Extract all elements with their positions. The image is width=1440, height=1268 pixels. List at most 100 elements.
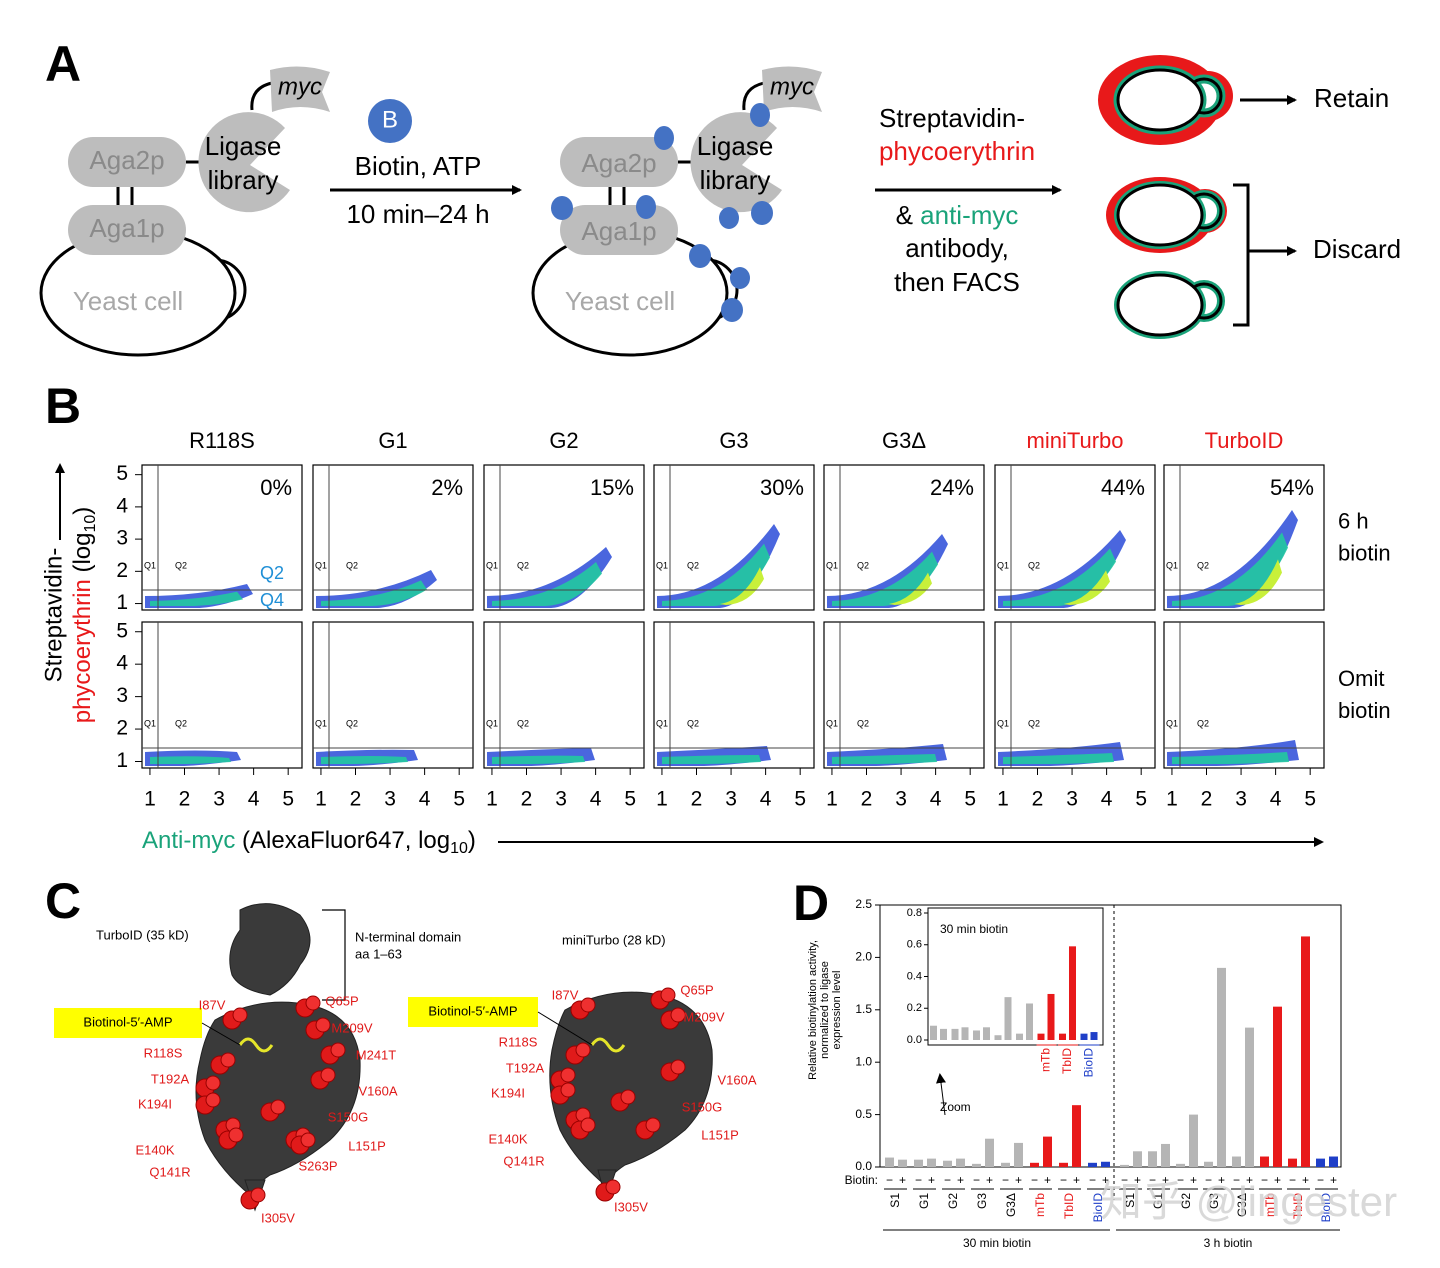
y-axis-label: normalized to ligase: [819, 961, 831, 1059]
biotin-dots: [551, 103, 773, 322]
cell-discard: [1106, 177, 1227, 253]
x-tick-label: 5: [794, 788, 806, 811]
domain-label: aa 1–63: [355, 946, 402, 961]
percent-label: 30%: [760, 475, 804, 500]
mutation-label: V160A: [717, 1072, 756, 1087]
x-tick-label: 3: [895, 788, 907, 811]
mutation-site: [228, 1127, 244, 1143]
inset-bar: [930, 1025, 937, 1040]
biotin-dot: [751, 201, 773, 225]
inset-category-label: BioID: [1082, 1048, 1096, 1078]
inset-bar: [961, 1027, 969, 1040]
mutation-label: S150G: [328, 1109, 368, 1124]
quadrant-label: Q2: [857, 560, 869, 570]
y-axis-label-part: ): [69, 507, 96, 515]
bar: [1301, 936, 1310, 1167]
x-tick-label: 4: [419, 788, 431, 811]
quadrant-label: Q2: [1028, 718, 1040, 728]
quadrant-label: Q2: [1197, 718, 1209, 728]
aga2p: [560, 137, 678, 187]
category-label: S1: [888, 1193, 902, 1208]
bar: [1260, 1156, 1269, 1167]
category-label: G1: [917, 1193, 931, 1209]
x-axis-label-part: ): [468, 827, 476, 854]
cloud-core: [150, 756, 231, 764]
x-tick-label: 4: [1270, 788, 1282, 811]
biotin-dot: [636, 195, 656, 219]
cloud-peak: [888, 572, 932, 605]
quadrant-label: Q1: [656, 560, 668, 570]
column-title: G3Δ: [882, 428, 926, 453]
catalytic-domain: [195, 1001, 361, 1196]
y-tick-label: 3: [116, 684, 128, 707]
quadrant-label: Q1: [315, 718, 327, 728]
aga2p: [68, 137, 186, 187]
x-tick-label: 5: [624, 788, 636, 811]
cloud-core: [832, 754, 937, 764]
density-cloud: [998, 530, 1126, 608]
bar: [985, 1138, 994, 1167]
cloud-peak: [1063, 570, 1110, 605]
x-tick-label: 4: [248, 788, 260, 811]
mutation-label: T192A: [506, 1060, 545, 1075]
biotin-dot: [654, 126, 674, 150]
mutation-label: K194I: [491, 1085, 525, 1100]
y-tick-label: 4: [116, 652, 128, 675]
quadrant-label: Q1: [826, 718, 838, 728]
labeled-cell: Yeast cell Aga2p Aga1p myc Ligase librar…: [531, 66, 822, 357]
column-title: miniTurbo: [1027, 428, 1124, 453]
zoom-label: Zoom: [940, 1100, 971, 1114]
quadrant-label: Q1: [486, 560, 498, 570]
mutation-label: I87V: [552, 987, 579, 1002]
inset-bar: [973, 1030, 980, 1040]
biotin-sign: −: [1261, 1173, 1268, 1187]
biotin-dot: [730, 267, 750, 289]
mutation-site: [250, 1187, 266, 1203]
density-cloud: [827, 744, 947, 766]
quadrant-label: Q1: [1166, 560, 1178, 570]
biotin-sign: −: [944, 1173, 951, 1187]
bar: [1072, 1105, 1081, 1167]
biotin-dot: [719, 207, 739, 229]
x-tick-label: 3: [1235, 788, 1247, 811]
y-tick-label: 0.0: [855, 1159, 872, 1173]
density-cloud: [1167, 740, 1299, 766]
biotin-icon-label: B: [382, 106, 398, 133]
plot-frame: [141, 464, 303, 611]
step-label: Streptavidin-: [879, 103, 1025, 133]
row-label: Omit: [1338, 666, 1384, 691]
biotin-sign: +: [1218, 1173, 1225, 1187]
percent-label: 24%: [930, 475, 974, 500]
biotin-sign: −: [1060, 1173, 1067, 1187]
inset-bar: [1026, 1003, 1033, 1040]
category-label: TbID: [1062, 1193, 1076, 1219]
column-title: G2: [549, 428, 578, 453]
column-title: TurboID: [1205, 428, 1284, 453]
inset-bar: [994, 1035, 1002, 1040]
quadrant-label: Q2: [1197, 560, 1209, 570]
x-tick-label: 2: [521, 788, 533, 811]
turboid-structure: [195, 903, 361, 1212]
cell-outline: [1116, 183, 1204, 247]
biotin-dot: [721, 298, 743, 322]
mutation-label: I305V: [614, 1199, 648, 1214]
mutation-site: [560, 1082, 576, 1098]
biotin-sign: +: [1015, 1173, 1022, 1187]
y-tick-label: 4: [116, 494, 128, 517]
percent-label: 0%: [260, 475, 292, 500]
x-tick-label: 1: [315, 788, 327, 811]
panel-label: D: [793, 875, 829, 931]
row-label: biotin: [1338, 540, 1391, 565]
cell-outline: [1116, 273, 1204, 337]
quadrant-label: Q2: [517, 560, 529, 570]
x-axis-label-part: Anti-myc: [142, 827, 235, 854]
x-tick-label: 5: [453, 788, 465, 811]
quadrant-label: Q1: [826, 560, 838, 570]
inset-bar: [1059, 1033, 1066, 1040]
mutation-label: M209V: [331, 1020, 373, 1035]
density-cloud: [487, 748, 595, 766]
myc-tag: [270, 66, 330, 112]
mutation-label: M241T: [356, 1047, 397, 1062]
x-tick-label: 2: [179, 788, 191, 811]
